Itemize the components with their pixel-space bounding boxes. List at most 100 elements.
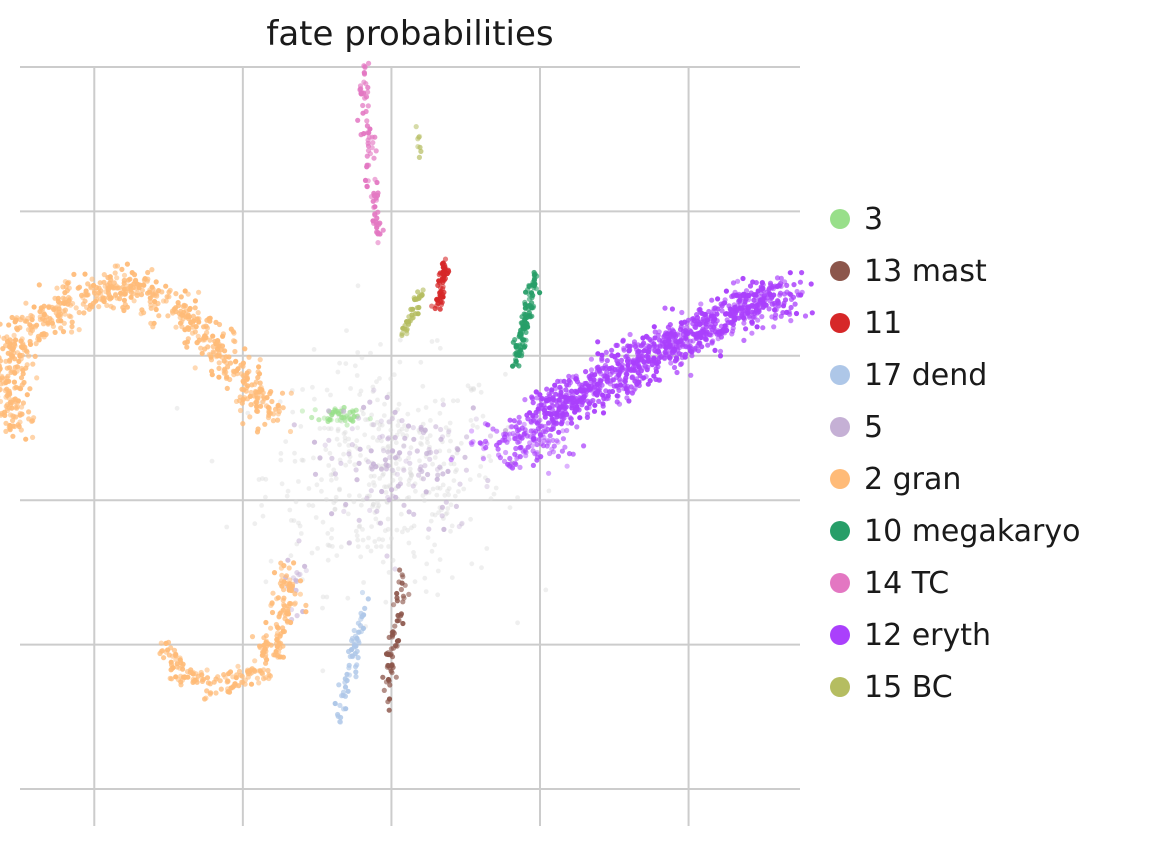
background-cell-point	[320, 668, 326, 674]
point-2-gran	[68, 314, 74, 320]
point-12-eryth	[729, 331, 735, 337]
point-5	[424, 450, 430, 457]
point-5	[346, 451, 352, 457]
background-cell-point	[337, 486, 342, 492]
point-5	[457, 481, 463, 487]
point-2-gran	[270, 411, 277, 417]
point-2-gran	[4, 375, 10, 381]
point-12-eryth	[504, 439, 510, 445]
background-cell-point	[455, 398, 461, 404]
point-12-eryth	[559, 394, 565, 400]
point-2-gran	[275, 625, 281, 631]
point-2-gran	[235, 663, 241, 669]
background-cell-point	[292, 450, 297, 456]
point-2-gran	[168, 667, 174, 673]
point-12-eryth	[760, 325, 766, 331]
point-3	[341, 404, 347, 411]
point-17-dend	[347, 653, 353, 660]
point-15-bc	[417, 144, 423, 150]
legend-label: 11	[864, 305, 903, 341]
point-2-gran	[122, 289, 128, 295]
point-5	[356, 517, 362, 523]
point-2-gran	[165, 313, 171, 319]
point-3	[329, 412, 335, 418]
background-cell-point	[390, 557, 396, 563]
point-12-eryth	[527, 433, 534, 440]
point-5	[422, 427, 428, 433]
point-2-gran	[43, 314, 50, 320]
point-5	[439, 504, 445, 510]
point-2-gran	[163, 640, 169, 647]
point-5	[296, 572, 302, 578]
point-5	[367, 507, 373, 513]
background-cell-point	[342, 430, 348, 435]
point-10-megakaryo	[530, 282, 536, 288]
point-2-gran	[177, 314, 183, 321]
point-2-gran	[60, 284, 66, 290]
point-12-eryth	[530, 400, 536, 406]
point-12-eryth	[747, 283, 754, 289]
point-5	[422, 463, 428, 469]
background-cell-point	[427, 433, 433, 438]
background-cell-point	[344, 328, 349, 333]
point-2-gran	[252, 658, 258, 664]
point-2-gran	[34, 375, 40, 381]
point-10-megakaryo	[523, 313, 529, 319]
point-5	[392, 455, 398, 461]
legend-marker	[830, 625, 850, 645]
background-cell-point	[458, 440, 464, 446]
point-2-gran	[198, 345, 204, 351]
point-2-gran	[97, 280, 103, 286]
point-17-dend	[356, 640, 362, 646]
point-5	[377, 434, 383, 440]
point-2-gran	[19, 404, 25, 410]
point-2-gran	[90, 300, 96, 306]
point-14-tc	[370, 140, 376, 146]
point-12-eryth	[564, 411, 570, 417]
point-12-eryth	[689, 331, 696, 337]
point-5	[439, 513, 445, 519]
background-cell-point	[380, 446, 386, 451]
point-2-gran	[256, 668, 262, 674]
point-2-gran	[128, 286, 134, 292]
point-2-gran	[76, 327, 82, 333]
point-12-eryth	[616, 387, 622, 393]
point-2-gran	[216, 365, 222, 371]
point-3	[309, 414, 315, 421]
point-5	[438, 436, 444, 442]
point-2-gran	[268, 389, 274, 395]
point-13-mast	[397, 567, 403, 573]
point-12-eryth	[529, 415, 536, 421]
point-12-eryth	[747, 304, 753, 310]
point-2-gran	[73, 305, 79, 311]
background-cell-point	[395, 423, 401, 428]
background-cell-point	[440, 482, 446, 488]
point-2-gran	[256, 364, 262, 370]
point-5	[417, 466, 423, 473]
background-cell-point	[351, 499, 357, 505]
point-2-gran	[248, 389, 254, 396]
point-5	[357, 446, 363, 452]
point-2-gran	[112, 263, 118, 269]
point-12-eryth	[559, 448, 566, 454]
background-cell-point	[393, 440, 399, 446]
point-12-eryth	[618, 357, 625, 363]
background-cell-point	[306, 486, 312, 491]
point-10-megakaryo	[521, 337, 527, 343]
background-cell-point	[408, 471, 414, 477]
point-10-megakaryo	[523, 329, 529, 335]
background-cell-point	[260, 476, 265, 481]
point-12-eryth	[549, 446, 555, 452]
point-2-gran	[173, 291, 179, 297]
background-cell-point	[361, 580, 366, 585]
point-12-eryth	[507, 417, 513, 423]
point-5	[387, 454, 393, 460]
point-2-gran	[61, 320, 67, 326]
background-cell-point	[435, 568, 441, 574]
point-12-eryth	[550, 397, 557, 403]
point-12-eryth	[517, 464, 523, 470]
point-2-gran	[94, 297, 100, 303]
point-5	[418, 424, 424, 430]
point-2-gran	[216, 360, 222, 366]
background-cell-point	[371, 502, 376, 507]
